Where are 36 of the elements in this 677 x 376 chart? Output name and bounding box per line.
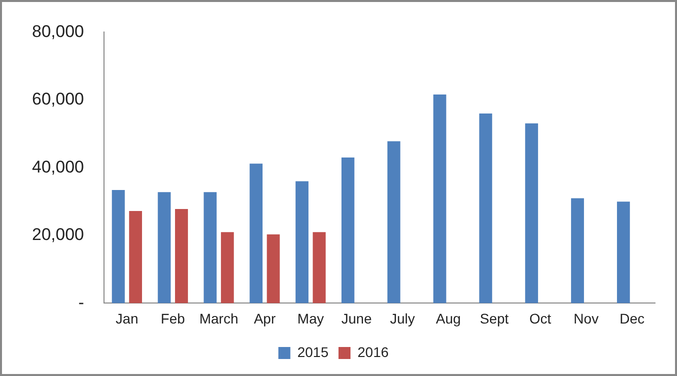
bar	[433, 94, 446, 304]
x-tick-label: Feb	[160, 310, 186, 326]
bar	[112, 190, 125, 304]
bar	[204, 192, 217, 304]
bar	[220, 232, 234, 304]
bar	[571, 198, 584, 304]
x-tick-label: July	[390, 310, 415, 326]
x-tick-label: March	[199, 310, 238, 326]
legend-label: 2015	[297, 344, 329, 360]
y-tick-label: 80,000	[32, 22, 84, 41]
bar	[387, 141, 400, 304]
bar	[296, 181, 308, 304]
bar	[341, 158, 354, 304]
bar	[616, 202, 630, 304]
y-tick-label: -	[78, 292, 84, 312]
y-tick-label: 20,000	[32, 225, 84, 244]
x-tick-label: Dec	[620, 310, 644, 326]
y-tick-label: 60,000	[32, 90, 84, 109]
y-tick-label: 40,000	[32, 157, 84, 176]
x-tick-label: June	[341, 310, 372, 326]
x-tick-label: Apr	[254, 310, 276, 326]
bar	[250, 164, 263, 304]
legend-label: 2016	[358, 344, 389, 360]
bar	[175, 209, 188, 304]
x-tick-label: Nov	[574, 310, 599, 326]
x-tick-label: Oct	[529, 310, 552, 326]
x-tick-label: Aug	[436, 310, 461, 326]
x-tick-label: Sept	[480, 310, 509, 326]
x-tick-label: May	[297, 310, 324, 326]
bar	[266, 234, 280, 304]
x-tick-label: Jan	[116, 310, 138, 326]
bar	[158, 192, 171, 304]
bar	[129, 211, 142, 304]
bar	[312, 232, 326, 304]
bar	[525, 123, 538, 304]
bar	[479, 114, 492, 304]
